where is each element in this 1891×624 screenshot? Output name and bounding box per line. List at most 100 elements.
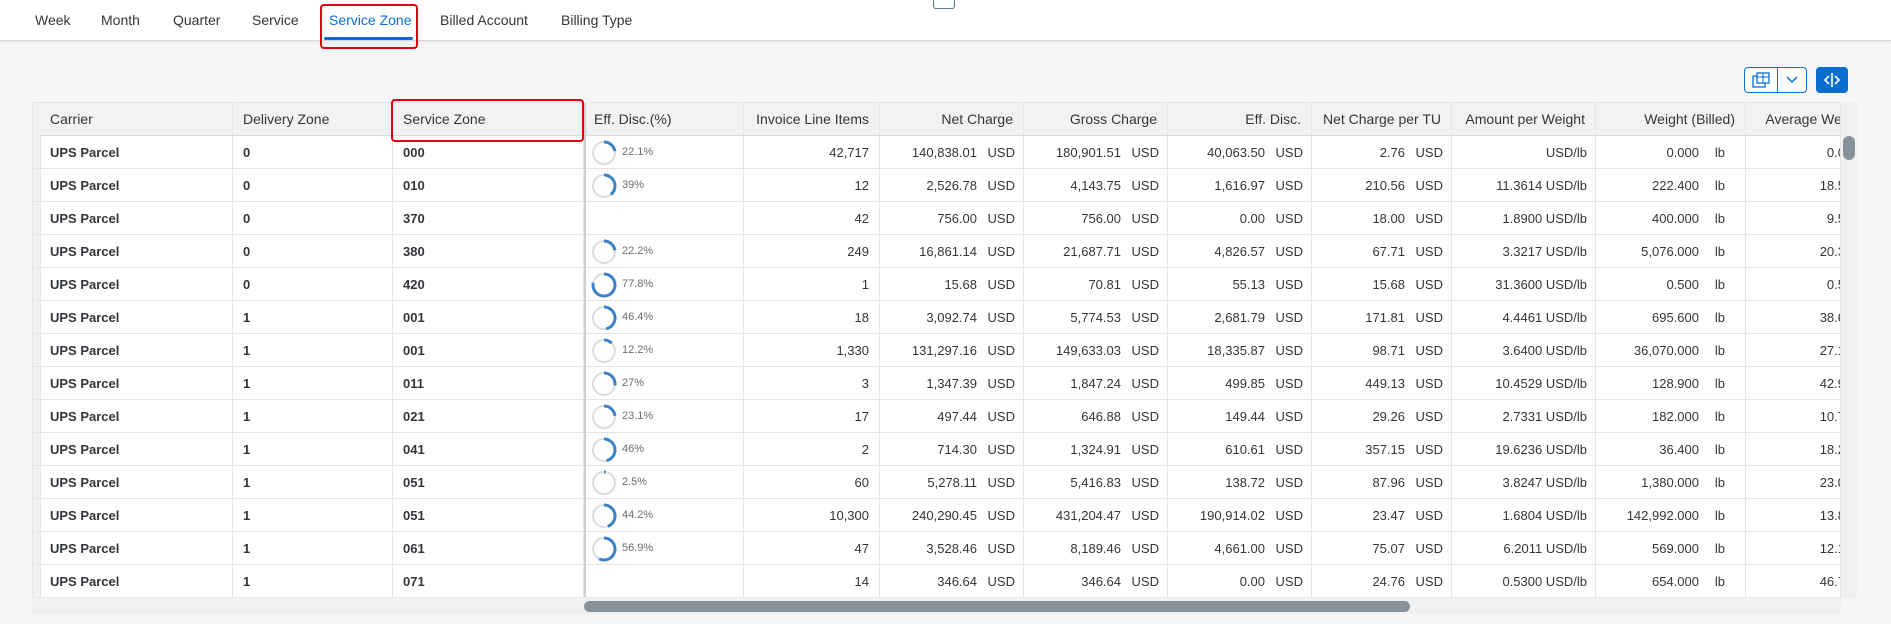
cell-unit: USD bbox=[987, 211, 1015, 226]
discount-ring-icon bbox=[591, 503, 617, 529]
cell-value: 171.81 bbox=[1365, 310, 1405, 325]
cell-unit: USD bbox=[1275, 508, 1303, 523]
cell-unit: USD bbox=[987, 442, 1015, 457]
table-row[interactable]: UPS Parcel 1 041 46% 2 714.30 USD 1,324.91 USD 61… bbox=[33, 433, 1840, 466]
net-charge-cell: 346.64 USD bbox=[880, 565, 1024, 597]
amount-per-weight-cell: 3.8247 USD/lb bbox=[1452, 466, 1596, 498]
table-row[interactable]: UPS Parcel 1 051 2.5% 60 5,278.11 USD 5,416.83 U… bbox=[33, 466, 1840, 499]
cell-value: 4,661.00 bbox=[1214, 541, 1265, 556]
line-items-cell: 3 bbox=[744, 367, 880, 399]
export-button[interactable] bbox=[1744, 67, 1778, 93]
column-header-net-charge-per-tu[interactable]: Net Charge per TU bbox=[1312, 103, 1452, 136]
table-row[interactable]: UPS Parcel 0 010 39% 12 2,526.78 USD 4,143.75 US… bbox=[33, 169, 1840, 202]
service-zone-cell: 021 bbox=[393, 400, 584, 432]
service-zone-cell: 420 bbox=[393, 268, 584, 300]
column-header-carrier[interactable]: Carrier bbox=[40, 103, 233, 136]
cell-value: 8,189.46 bbox=[1070, 541, 1121, 556]
cell-unit: USD bbox=[1131, 541, 1159, 556]
export-options-button[interactable] bbox=[1777, 67, 1807, 93]
gross-charge-cell: 756.00 USD bbox=[1024, 202, 1168, 234]
eff-disc-pct-cell bbox=[584, 202, 744, 234]
column-header-amount-per-weight[interactable]: Amount per Weight bbox=[1452, 103, 1596, 136]
service-zone-cell: 011 bbox=[393, 367, 584, 399]
cell-value: 142,992.000 bbox=[1626, 508, 1699, 523]
table-row[interactable]: UPS Parcel 1 021 23.1% 17 497.44 USD 646.88 USD 1… bbox=[33, 400, 1840, 433]
vertical-scroll-track[interactable] bbox=[1841, 102, 1857, 598]
cell-value: 654.000 bbox=[1652, 574, 1699, 589]
column-header-invoice-line-items[interactable]: Invoice Line Items bbox=[744, 103, 880, 136]
tab-quarter[interactable]: Quarter bbox=[173, 12, 221, 28]
eff-disc-cell: 138.72 USD bbox=[1168, 466, 1312, 498]
column-header-average-weight[interactable]: Average Wei bbox=[1746, 103, 1840, 136]
cell-value: 1,616.97 bbox=[1214, 178, 1265, 193]
eff-disc-pct-cell bbox=[584, 565, 744, 597]
table-row[interactable]: UPS Parcel 1 061 56.9% 47 3,528.46 USD 8,189.46… bbox=[33, 532, 1840, 565]
column-header-net-charge[interactable]: Net Charge bbox=[880, 103, 1024, 136]
split-columns-icon bbox=[1823, 73, 1841, 87]
table-row[interactable]: UPS Parcel 1 071 14 346.64 USD 346.64 USD 0.00 US… bbox=[33, 565, 1840, 597]
cell-unit: USD bbox=[987, 475, 1015, 490]
cell-unit: USD bbox=[1275, 244, 1303, 259]
amount-per-weight-cell: 3.6400 USD/lb bbox=[1452, 334, 1596, 366]
cell-unit: USD bbox=[1415, 376, 1443, 391]
line-items-cell: 1 bbox=[744, 268, 880, 300]
table-row[interactable]: UPS Parcel 1 011 27% 3 1,347.39 USD 1,847.24 USD… bbox=[33, 367, 1840, 400]
cell-value: 5,278.11 bbox=[927, 475, 977, 490]
line-items-cell: 1,330 bbox=[744, 334, 880, 366]
discount-ring-icon bbox=[591, 239, 617, 265]
gross-charge-cell: 21,687.71 USD bbox=[1024, 235, 1168, 267]
table-row[interactable]: UPS Parcel 1 051 44.2% 10,300 240,290.45 USD 43… bbox=[33, 499, 1840, 532]
column-header-service-zone[interactable]: Service Zone bbox=[393, 103, 584, 136]
net-charge-cell: 2,526.78 USD bbox=[880, 169, 1024, 201]
tab-billed-account[interactable]: Billed Account bbox=[440, 12, 528, 28]
horizontal-scrollbar[interactable] bbox=[584, 601, 1410, 612]
cell-value: 190,914.02 bbox=[1199, 508, 1265, 523]
row-selector-column bbox=[33, 103, 41, 597]
net-charge-cell: 5,278.11 USD bbox=[880, 466, 1024, 498]
average-weight-cell: 27.1 bbox=[1746, 334, 1840, 366]
column-split-toggle[interactable] bbox=[1816, 67, 1848, 93]
eff-disc-cell: 4,661.00 USD bbox=[1168, 532, 1312, 564]
cell-unit: USD bbox=[1131, 508, 1159, 523]
average-weight-cell: 42.9 bbox=[1746, 367, 1840, 399]
cell-value: 346.64 bbox=[1081, 574, 1121, 589]
cell-value: 695.600 bbox=[1652, 310, 1699, 325]
column-header-weight-billed[interactable]: Weight (Billed) bbox=[1596, 103, 1746, 136]
tab-billing-type[interactable]: Billing Type bbox=[561, 12, 633, 28]
collapse-header-handle[interactable] bbox=[933, 0, 955, 9]
cell-value: 15.68 bbox=[944, 277, 977, 292]
delivery-zone-cell: 0 bbox=[233, 268, 393, 300]
column-header-gross-charge[interactable]: Gross Charge bbox=[1024, 103, 1168, 136]
eff-disc-pct-cell: 56.9% bbox=[584, 532, 744, 564]
discount-ring-icon bbox=[591, 140, 617, 166]
eff-disc-pct-cell: 46% bbox=[584, 433, 744, 465]
tab-month[interactable]: Month bbox=[101, 12, 140, 28]
tab-service-zone[interactable]: Service Zone bbox=[329, 12, 412, 28]
delivery-zone-cell: 1 bbox=[233, 565, 393, 597]
table-row[interactable]: UPS Parcel 1 001 12.2% 1,330 131,297.16 USD 149… bbox=[33, 334, 1840, 367]
cell-value: 55.13 bbox=[1232, 277, 1265, 292]
column-header-eff-disc-pct[interactable]: Eff. Disc.(%) bbox=[584, 103, 744, 136]
carrier-cell: UPS Parcel bbox=[40, 466, 233, 498]
eff-disc-cell: 610.61 USD bbox=[1168, 433, 1312, 465]
cell-unit: USD bbox=[1275, 343, 1303, 358]
line-items-cell: 249 bbox=[744, 235, 880, 267]
cell-value: 128.900 bbox=[1652, 376, 1699, 391]
table-row[interactable]: UPS Parcel 1 001 46.4% 18 3,092.74 USD 5,774.53… bbox=[33, 301, 1840, 334]
tab-service[interactable]: Service bbox=[252, 12, 299, 28]
table-row[interactable]: UPS Parcel 0 000 22.1% 42,717 140,838.01 USD 18… bbox=[33, 136, 1840, 169]
gross-charge-cell: 4,143.75 USD bbox=[1024, 169, 1168, 201]
cell-value: 2,526.78 bbox=[926, 178, 977, 193]
eff-disc-cell: 2,681.79 USD bbox=[1168, 301, 1312, 333]
table-row[interactable]: UPS Parcel 0 380 22.2% 249 16,861.14 USD 21,687… bbox=[33, 235, 1840, 268]
vertical-scrollbar[interactable] bbox=[1843, 136, 1855, 160]
table-row[interactable]: UPS Parcel 0 420 77.8% 1 15.68 USD 70.81 USD 55.1… bbox=[33, 268, 1840, 301]
table-row[interactable]: UPS Parcel 0 370 42 756.00 USD 756.00 USD 0.00 US… bbox=[33, 202, 1840, 235]
cell-value: 21,687.71 bbox=[1063, 244, 1121, 259]
cell-unit: USD bbox=[1275, 409, 1303, 424]
column-header-delivery-zone[interactable]: Delivery Zone bbox=[233, 103, 393, 136]
service-zone-cell: 380 bbox=[393, 235, 584, 267]
column-header-eff-disc[interactable]: Eff. Disc. bbox=[1168, 103, 1312, 136]
tab-week[interactable]: Week bbox=[35, 12, 71, 28]
cell-unit: USD bbox=[1275, 574, 1303, 589]
